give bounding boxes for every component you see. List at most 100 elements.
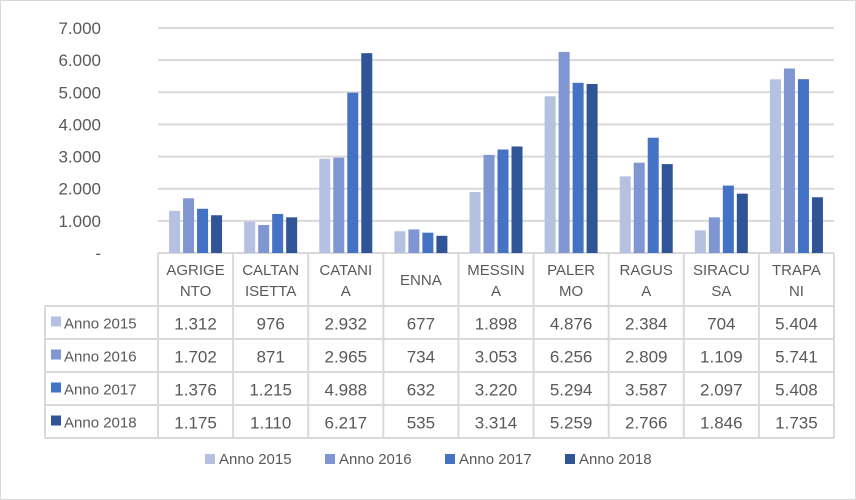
series-row-label: Anno 2016 [64, 349, 137, 366]
bar [258, 225, 270, 253]
bar [647, 137, 659, 253]
data-table-cell: 2.809 [625, 348, 668, 367]
category-label: SIRACU [693, 262, 750, 279]
bar [558, 51, 570, 253]
data-table-cell: 4.876 [550, 315, 593, 334]
bar [169, 210, 181, 253]
data-table-cell: 632 [407, 381, 435, 400]
bar [319, 158, 331, 253]
data-table-cell: 1.846 [700, 414, 743, 433]
legend-key-icon [51, 382, 61, 393]
series-row-label: Anno 2017 [64, 382, 137, 399]
category-label: ENNA [400, 272, 442, 289]
data-table-cell: 2.932 [325, 315, 368, 334]
data-table-cell: 5.408 [775, 381, 818, 400]
category-label: NI [789, 283, 804, 300]
y-tick-label: 7.000 [58, 19, 101, 38]
bar [483, 154, 495, 253]
bar [408, 229, 420, 253]
bar [769, 79, 781, 253]
bar [708, 217, 720, 253]
category-label: A [341, 283, 351, 300]
series-row-label: Anno 2015 [64, 316, 137, 333]
category-label: MESSIN [467, 262, 525, 279]
bar [586, 83, 598, 253]
bar [736, 193, 748, 253]
legend-marker-icon [325, 454, 335, 464]
category-label: AGRIGE [166, 262, 224, 279]
y-tick-label: - [95, 244, 101, 263]
data-table-cell: 5.294 [550, 381, 593, 400]
data-table-cell: 5.741 [775, 348, 818, 367]
y-tick-label: 3.000 [58, 148, 101, 167]
data-table-cell: 535 [407, 414, 435, 433]
y-tick-label: 2.000 [58, 180, 101, 199]
data-table-cell: 1.312 [174, 315, 217, 334]
bar [797, 79, 809, 254]
category-label: SA [711, 283, 731, 300]
legend-marker-icon [205, 454, 215, 464]
legend-entry: Anno 2016 [339, 451, 412, 468]
data-table-cell: 1.702 [174, 348, 217, 367]
data-table-cell: 3.220 [475, 381, 518, 400]
category-label: NTO [180, 283, 211, 300]
bar [694, 230, 706, 253]
data-table-cell: 6.217 [325, 414, 368, 433]
legend-key-icon [51, 316, 61, 327]
data-table-cell: 5.404 [775, 315, 818, 334]
category-label: MO [559, 283, 583, 300]
data-table-cell: 2.965 [325, 348, 368, 367]
legend-entry: Anno 2017 [459, 451, 532, 468]
bar [811, 197, 823, 253]
y-tick-label: 4.000 [58, 115, 101, 134]
bar [272, 213, 284, 253]
bar [347, 92, 359, 254]
data-table-cell: 871 [256, 348, 284, 367]
data-table-cell: 704 [707, 315, 735, 334]
y-tick-label: 5.000 [58, 83, 101, 102]
legend-entry: Anno 2018 [579, 451, 652, 468]
y-tick-label: 1.000 [58, 212, 101, 231]
data-table-cell: 1.109 [700, 348, 743, 367]
category-label: CATANI [319, 262, 372, 279]
bar [333, 157, 345, 253]
bar [422, 232, 434, 253]
data-table-cell: 3.314 [475, 414, 518, 433]
data-table-cell: 1.376 [174, 381, 217, 400]
data-table-cell: 677 [407, 315, 435, 334]
bar [436, 235, 448, 253]
data-table-cell: 2.766 [625, 414, 668, 433]
data-table-cell: 2.384 [625, 315, 668, 334]
bar [197, 208, 209, 253]
legend-marker-icon [565, 454, 575, 464]
category-label: CALTAN [242, 262, 299, 279]
bar [183, 198, 195, 253]
data-table-cell: 5.259 [550, 414, 593, 433]
data-table-cell: 1.110 [250, 414, 291, 433]
category-label: TRAPA [772, 262, 821, 279]
legend-key-icon [51, 349, 61, 360]
category-label: PALER [547, 262, 595, 279]
bar [511, 146, 523, 253]
bar [469, 191, 481, 253]
category-label: RAGUS [620, 262, 673, 279]
category-label: ISETTA [245, 283, 296, 300]
bar [244, 221, 256, 253]
data-table-cell: 1.175 [174, 414, 217, 433]
legend-entry: Anno 2015 [219, 451, 292, 468]
category-label: A [641, 283, 651, 300]
bar [361, 53, 373, 253]
data-table-cell: 4.988 [325, 381, 368, 400]
data-table-cell: 3.053 [475, 348, 518, 367]
bar [783, 68, 795, 253]
series-row-label: Anno 2018 [64, 415, 137, 432]
bar [497, 149, 509, 253]
data-table-cell: 6.256 [550, 348, 593, 367]
data-table-cell: 2.097 [700, 381, 743, 400]
bar [633, 162, 645, 253]
y-tick-label: 6.000 [58, 51, 101, 70]
data-table-cell: 3.587 [625, 381, 668, 400]
bar [394, 231, 406, 253]
bar [572, 82, 584, 253]
